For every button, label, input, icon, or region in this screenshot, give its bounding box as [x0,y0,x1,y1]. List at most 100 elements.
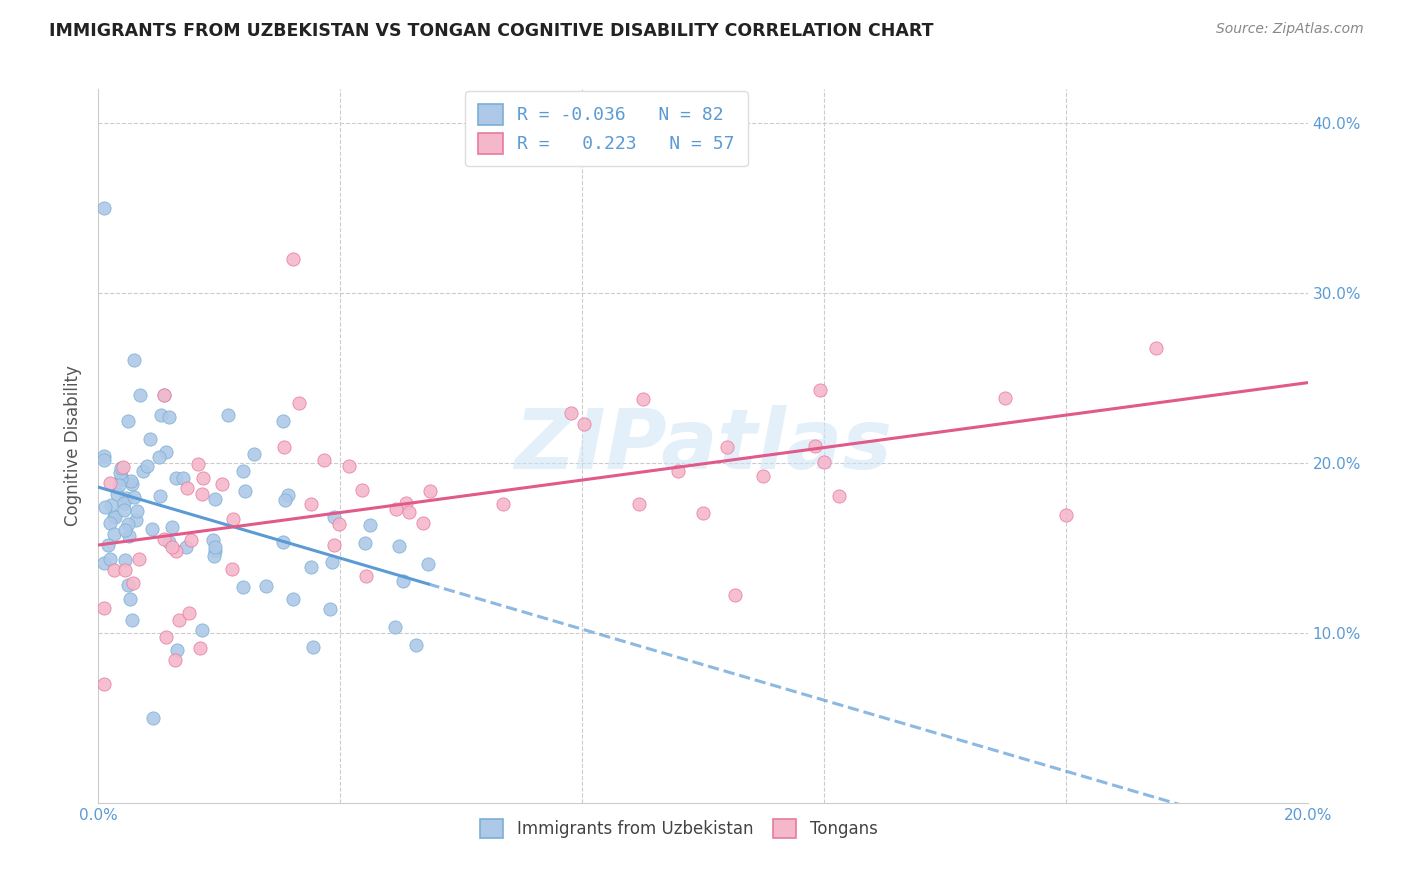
Point [177,606,200,620]
Point [148,450,170,465]
Point [93,677,115,691]
Point [716,440,738,454]
Point [328,516,350,531]
Point [152,388,174,402]
Point [287,395,309,409]
Point [204,543,226,558]
Point [136,458,159,473]
Point [100,498,122,512]
Point [141,522,163,536]
Point [385,501,408,516]
Point [180,533,202,548]
Point [98,552,121,566]
Point [157,409,180,424]
Point [115,491,138,505]
Point [103,509,125,524]
Point [492,497,515,511]
Point [631,392,654,406]
Point [628,497,651,511]
Point [97,538,120,552]
Point [120,475,142,489]
Point [169,613,191,627]
Point [114,523,136,537]
Point [359,517,381,532]
Point [103,526,125,541]
Point [118,529,141,543]
Point [354,568,377,582]
Point [201,533,224,547]
Point [217,408,239,422]
Text: Source: ZipAtlas.com: Source: ZipAtlas.com [1216,22,1364,37]
Point [122,490,145,504]
Point [222,512,245,526]
Point [176,481,198,495]
Point [233,483,256,498]
Point [560,406,582,420]
Point [350,483,373,497]
Point [94,500,117,514]
Point [384,620,406,634]
Point [163,653,186,667]
Point [117,414,139,428]
Point [117,578,139,592]
Point [152,533,174,547]
Point [271,534,294,549]
Point [273,440,295,454]
Point [122,576,145,591]
Point [283,592,305,607]
Point [204,549,226,563]
Point [813,455,835,469]
Point [254,579,277,593]
Point [191,471,214,485]
Point [666,465,689,479]
Point [191,487,214,501]
Point [153,388,176,402]
Point [419,483,441,498]
Point [112,496,135,510]
Point [188,641,211,656]
Point [283,252,305,266]
Point [142,711,165,725]
Point [299,497,322,511]
Point [803,439,825,453]
Point [321,555,343,569]
Point [118,591,141,606]
Point [112,502,135,516]
Point [692,506,714,520]
Point [93,453,115,467]
Text: IMMIGRANTS FROM UZBEKISTAN VS TONGAN COGNITIVE DISABILITY CORRELATION CHART: IMMIGRANTS FROM UZBEKISTAN VS TONGAN COG… [49,22,934,40]
Point [405,638,427,652]
Point [322,509,344,524]
Point [221,562,243,576]
Point [128,388,150,402]
Legend: Immigrants from Uzbekistan, Tongans: Immigrants from Uzbekistan, Tongans [474,812,884,845]
Point [274,493,297,508]
Point [104,509,127,524]
Point [572,417,595,432]
Point [93,449,115,463]
Point [114,552,136,566]
Point [121,477,143,491]
Point [160,520,183,534]
Point [160,540,183,554]
Point [301,640,323,654]
Point [165,470,187,484]
Point [122,352,145,367]
Y-axis label: Cognitive Disability: Cognitive Disability [65,366,83,526]
Point [125,512,148,526]
Point [166,643,188,657]
Point [139,432,162,446]
Point [323,538,346,552]
Point [128,552,150,566]
Point [176,540,198,554]
Point [121,613,143,627]
Text: ZIPatlas: ZIPatlas [515,406,891,486]
Point [1144,341,1167,355]
Point [93,600,115,615]
Point [204,491,226,506]
Point [204,540,226,554]
Point [132,464,155,478]
Point [111,459,134,474]
Point [165,543,187,558]
Point [412,516,434,531]
